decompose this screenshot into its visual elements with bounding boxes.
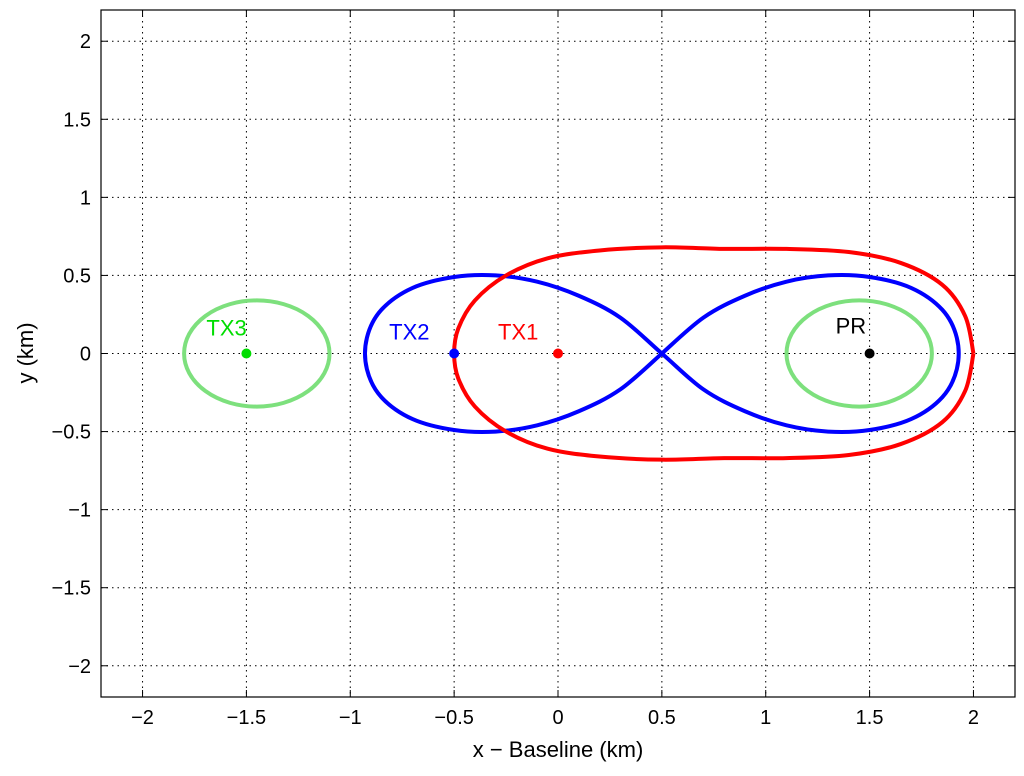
plot-frame (100, 9, 1016, 698)
point-label-tx2: TX2 (389, 320, 429, 345)
x-tick-label: −1.5 (227, 707, 266, 729)
point-marker-tx2 (449, 348, 460, 359)
y-axis-label: y (km) (13, 322, 38, 383)
point-marker-tx1 (553, 348, 563, 359)
x-tick-label: −0.5 (434, 707, 473, 729)
grid (101, 10, 1015, 697)
x-tick-label: 0 (552, 707, 563, 729)
y-tick-label: −1.5 (52, 578, 91, 600)
ticks: −2 −1.5 −1 −0.5 0 0.5 1 1.5 2 2 1.5 1 0.5 0 −0.5 −1 −1.5… (52, 10, 1015, 729)
y-tick-label: −1 (68, 500, 91, 522)
point-marker-pr (864, 348, 875, 359)
x-axis-label: x − Baseline (km) (473, 737, 644, 762)
y-tick-label: 0 (80, 344, 91, 366)
y-tick-label: 1.5 (63, 109, 91, 131)
y-tick-label: −2 (68, 656, 91, 678)
y-tick-label: 2 (80, 31, 91, 53)
y-tick-label: 0.5 (63, 265, 91, 287)
x-tick-label: 0.5 (648, 707, 676, 729)
point-label-pr: PR (836, 314, 867, 339)
contour-curve-3 (784, 298, 934, 409)
contour-curve-2 (182, 298, 332, 409)
y-tick-label: −0.5 (52, 422, 91, 444)
contour-curve-0 (363, 273, 961, 434)
point-label-tx3: TX3 (206, 316, 246, 341)
y-tick-label: 1 (80, 187, 91, 209)
x-tick-label: −2 (131, 707, 154, 729)
x-tick-label: −1 (339, 707, 362, 729)
point-marker-tx3 (241, 348, 252, 359)
x-tick-label: 1.5 (856, 707, 884, 729)
x-tick-label: 2 (968, 707, 979, 729)
x-tick-label: 1 (760, 707, 771, 729)
point-label-tx1: TX1 (498, 320, 538, 345)
points-layer: TX3 TX2 TX1 PR (206, 314, 875, 359)
